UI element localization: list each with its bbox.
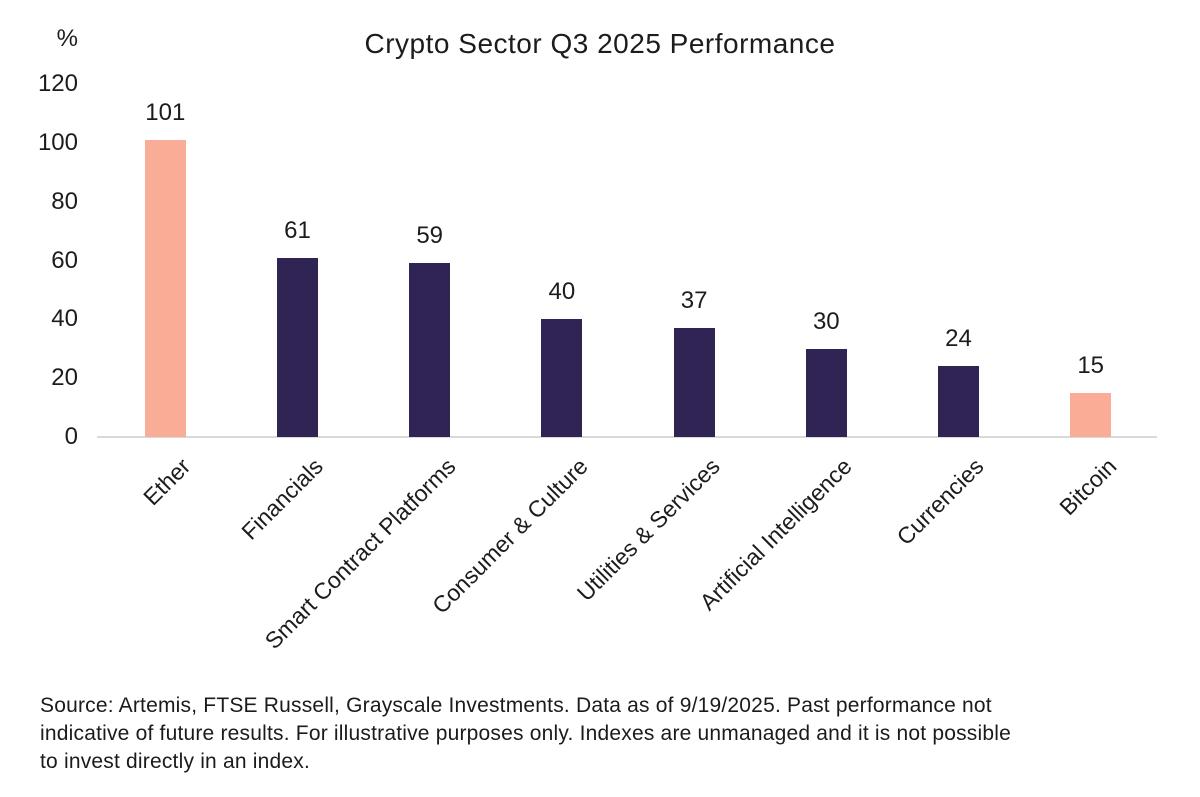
bar-value-label: 101 (145, 98, 186, 126)
y-tick-label: 20 (51, 364, 78, 392)
bar-value-label: 30 (812, 307, 840, 335)
source-note-line: Source: Artemis, FTSE Russell, Grayscale… (40, 694, 992, 717)
source-note: Source: Artemis, FTSE Russell, Grayscale… (40, 692, 1180, 776)
y-tick-label: 0 (64, 423, 78, 450)
bar-utilities-services (673, 328, 715, 437)
source-note-line: to invest directly in an index. (40, 750, 311, 773)
bar-currencies (938, 366, 979, 437)
bar-financials (277, 257, 318, 437)
x-category-label: Financials (236, 453, 328, 545)
x-category-label: Bitcoin (1053, 453, 1122, 521)
bar-consumer-culture (541, 319, 583, 437)
y-tick-label: 60 (51, 246, 78, 274)
bar-ether (144, 139, 186, 437)
x-category-label: Ether (138, 453, 196, 511)
y-tick-label: 100 (37, 128, 78, 156)
y-axis-unit-label: % (56, 25, 78, 52)
y-tick-label: 120 (37, 70, 78, 97)
x-category-label: Currencies (891, 453, 989, 551)
bar-value-label: 59 (416, 222, 444, 250)
y-tick-label: 80 (51, 187, 78, 215)
x-axis-line (97, 436, 1157, 438)
chart-title: Crypto Sector Q3 2025 Performance (364, 28, 836, 59)
bar-value-label: 15 (1077, 351, 1105, 379)
bar-value-label: 24 (945, 325, 972, 353)
bar-value-label: 40 (548, 278, 576, 306)
bar-value-label: 37 (680, 287, 708, 315)
bar-smart-contract-platforms (409, 263, 451, 437)
bar-bitcoin (1070, 392, 1112, 437)
y-tick-label: 40 (51, 305, 78, 333)
x-category-label: Utilities & Services (571, 453, 725, 607)
bar-artificial-intelligence (805, 348, 847, 437)
bar-value-label: 61 (284, 216, 311, 244)
source-note-line: indicative of future results. For illust… (40, 722, 1011, 745)
